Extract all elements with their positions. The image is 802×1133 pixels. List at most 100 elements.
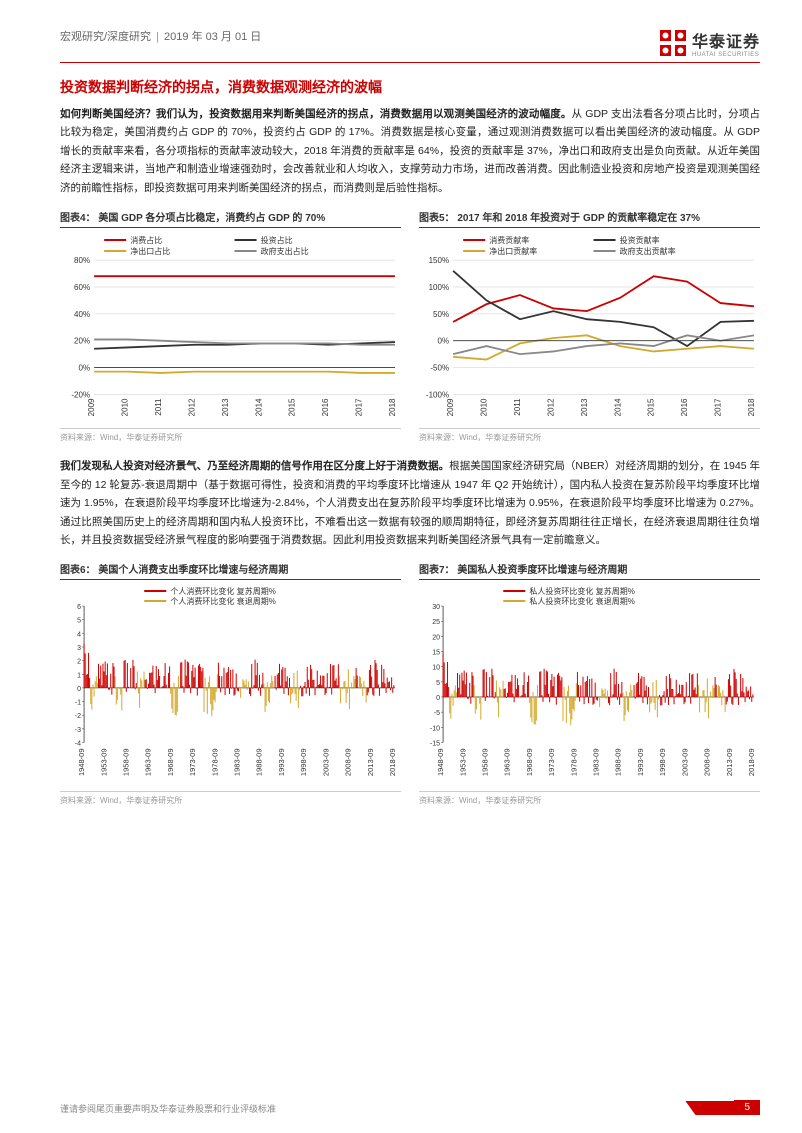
header-breadcrumb: 宏观研究/深度研究 | 2019 年 03 月 01 日 <box>60 28 261 44</box>
svg-text:2017: 2017 <box>355 398 364 416</box>
section-title: 投资数据判断经济的拐点，消费数据观测经济的波幅 <box>60 77 760 97</box>
svg-text:2013: 2013 <box>221 398 230 416</box>
svg-text:1968-09: 1968-09 <box>525 749 534 777</box>
doc-date: 2019 年 03 月 01 日 <box>164 31 261 43</box>
svg-text:1958-09: 1958-09 <box>121 749 130 777</box>
svg-text:1983-09: 1983-09 <box>592 749 601 777</box>
doc-category: 宏观研究/深度研究 <box>60 31 151 43</box>
brand-logo: 华泰证券 HUATAI SECURITIES <box>660 28 760 58</box>
svg-text:净出口占比: 净出口占比 <box>130 246 170 256</box>
svg-text:-10: -10 <box>430 726 440 733</box>
logo-text: 华泰证券 <box>692 28 760 52</box>
chart-7-title: 图表7： 美国私人投资季度环比增速与经济周期 <box>419 561 760 580</box>
paragraph-1: 如何判断美国经济？我们认为，投资数据用来判断美国经济的拐点，消费数据用以观测美国… <box>60 105 760 197</box>
svg-text:1978-09: 1978-09 <box>569 749 578 777</box>
logo-subtitle: HUATAI SECURITIES <box>692 52 760 58</box>
footer-accent <box>685 1101 735 1115</box>
svg-text:5: 5 <box>77 618 81 625</box>
svg-text:投资贡献率: 投资贡献率 <box>620 235 660 245</box>
paragraph-2: 我们发现私人投资对经济景气、乃至经济周期的信号作用在区分度上好于消费数据。根据美… <box>60 457 760 549</box>
svg-text:2018: 2018 <box>388 398 397 416</box>
svg-text:1953-09: 1953-09 <box>99 749 108 777</box>
svg-text:私人投资环比变化 复苏周期%: 私人投资环比变化 复苏周期% <box>529 586 635 596</box>
charts-row-2: 图表6： 美国个人消费支出季度环比增速与经济周期 个人消费环比变化 复苏周期%个… <box>60 561 760 806</box>
svg-text:6: 6 <box>77 604 81 611</box>
chart-5: 消费贡献率投资贡献率净出口贡献率政府支出贡献率-100%-50%0%50%100… <box>419 234 760 425</box>
svg-text:4: 4 <box>77 632 81 639</box>
page-footer: 谨请参阅尾页重要声明及华泰证券股票和行业评级标准 5 <box>60 1100 760 1115</box>
svg-text:100%: 100% <box>429 283 450 292</box>
svg-text:1: 1 <box>77 673 81 680</box>
svg-text:-1: -1 <box>75 700 81 707</box>
charts-row-1: 图表4： 美国 GDP 各分项占比稳定，消费约占 GDP 的 70% 消费占比 投… <box>60 209 760 444</box>
svg-text:2015: 2015 <box>647 398 656 416</box>
svg-text:5: 5 <box>436 680 440 687</box>
svg-text:15: 15 <box>432 650 440 657</box>
page-header: 宏观研究/深度研究 | 2019 年 03 月 01 日 华泰证券 HUATAI… <box>60 28 760 63</box>
para2-lead: 我们发现私人投资对经济景气、乃至经济周期的信号作用在区分度上好于消费数据。 <box>60 460 449 472</box>
svg-text:60%: 60% <box>74 283 90 292</box>
svg-text:-50%: -50% <box>430 363 449 372</box>
svg-text:20: 20 <box>432 635 440 642</box>
svg-text:2011: 2011 <box>154 398 163 416</box>
chart-4-container: 图表4： 美国 GDP 各分项占比稳定，消费约占 GDP 的 70% 消费占比投… <box>60 209 401 444</box>
separator: | <box>156 31 159 43</box>
chart-6-source: 资料来源：Wind，华泰证券研究所 <box>60 791 401 806</box>
svg-text:1953-09: 1953-09 <box>458 749 467 777</box>
svg-text:2009: 2009 <box>87 398 96 416</box>
svg-text:政府支出贡献率: 政府支出贡献率 <box>620 246 676 256</box>
chart-6-title: 图表6： 美国个人消费支出季度环比增速与经济周期 <box>60 561 401 580</box>
svg-text:2015: 2015 <box>288 398 297 416</box>
svg-text:1993-09: 1993-09 <box>636 749 645 777</box>
chart-5-container: 图表5： 2017 年和 2018 年投资对于 GDP 的贡献率稳定在 37% … <box>419 209 760 444</box>
chart-6: 个人消费环比变化 复苏周期%个人消费环比变化 衰退周期%-4-3-2-10123… <box>60 586 401 787</box>
svg-text:30: 30 <box>432 604 440 611</box>
svg-text:80%: 80% <box>74 256 90 265</box>
svg-text:2012: 2012 <box>546 398 555 416</box>
svg-text:0%: 0% <box>79 363 91 372</box>
svg-text:1988-09: 1988-09 <box>255 749 264 777</box>
svg-text:1948-09: 1948-09 <box>436 749 445 777</box>
svg-text:2017: 2017 <box>714 398 723 416</box>
para1-body: 从 GDP 支出法看各分项占比时，分项占比较为稳定，美国消费约占 GDP 的 7… <box>60 108 760 194</box>
svg-text:50%: 50% <box>433 310 449 319</box>
page-number: 5 <box>734 1100 760 1115</box>
svg-text:政府支出占比: 政府支出占比 <box>261 246 309 256</box>
svg-text:消费占比: 消费占比 <box>130 235 162 245</box>
chart-4-title: 图表4： 美国 GDP 各分项占比稳定，消费约占 GDP 的 70% <box>60 209 401 228</box>
svg-text:2: 2 <box>77 659 81 666</box>
svg-text:2013: 2013 <box>580 398 589 416</box>
svg-text:1988-09: 1988-09 <box>614 749 623 777</box>
svg-text:-3: -3 <box>75 727 81 734</box>
svg-text:10: 10 <box>432 665 440 672</box>
svg-text:150%: 150% <box>429 256 450 265</box>
svg-text:2018: 2018 <box>747 398 756 416</box>
svg-text:-2: -2 <box>75 713 81 720</box>
svg-text:25: 25 <box>432 620 440 627</box>
svg-text:1978-09: 1978-09 <box>210 749 219 777</box>
svg-text:1948-09: 1948-09 <box>77 749 86 777</box>
svg-text:2010: 2010 <box>480 398 489 416</box>
huatai-logo-icon <box>660 30 686 56</box>
svg-text:1968-09: 1968-09 <box>166 749 175 777</box>
chart-4: 消费占比投资占比净出口占比政府支出占比-20%0%20%40%60%80%200… <box>60 234 401 425</box>
svg-text:2014: 2014 <box>254 398 263 416</box>
svg-text:2018-09: 2018-09 <box>388 749 397 777</box>
svg-text:1958-09: 1958-09 <box>480 749 489 777</box>
svg-text:0: 0 <box>77 686 81 693</box>
chart-5-source: 资料来源：Wind，华泰证券研究所 <box>419 428 760 443</box>
svg-text:2014: 2014 <box>613 398 622 416</box>
svg-text:2003-09: 2003-09 <box>321 749 330 777</box>
chart-5-title: 图表5： 2017 年和 2018 年投资对于 GDP 的贡献率稳定在 37% <box>419 209 760 228</box>
svg-text:净出口贡献率: 净出口贡献率 <box>489 246 537 256</box>
svg-text:2009: 2009 <box>446 398 455 416</box>
svg-text:1998-09: 1998-09 <box>299 749 308 777</box>
svg-text:-5: -5 <box>434 710 440 717</box>
svg-text:私人投资环比变化 衰退周期%: 私人投资环比变化 衰退周期% <box>529 596 635 606</box>
svg-text:2003-09: 2003-09 <box>680 749 689 777</box>
svg-text:2013-09: 2013-09 <box>366 749 375 777</box>
svg-text:1963-09: 1963-09 <box>503 749 512 777</box>
svg-text:0%: 0% <box>438 337 450 346</box>
svg-text:0: 0 <box>436 695 440 702</box>
svg-text:20%: 20% <box>74 337 90 346</box>
